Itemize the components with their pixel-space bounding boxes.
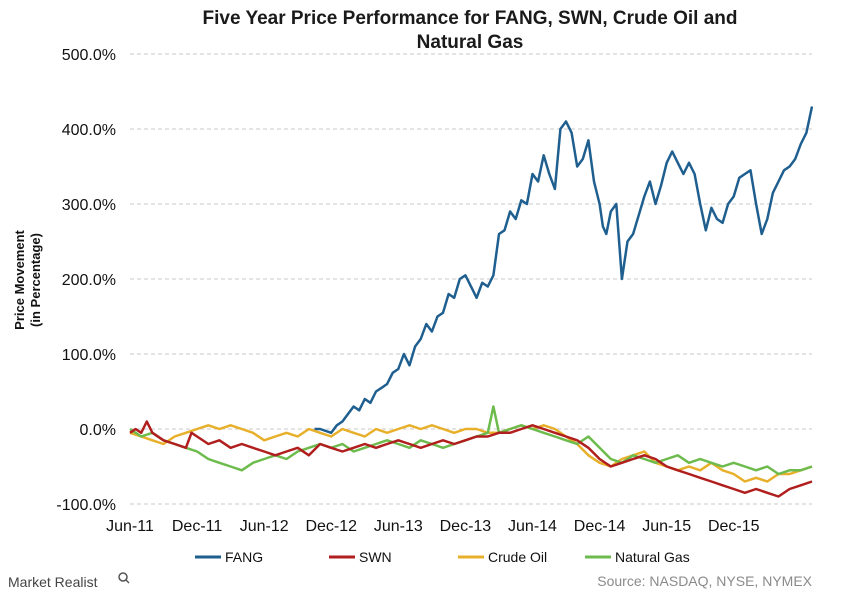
y-tick-label: -100.0% [56, 497, 116, 514]
legend-label: Natural Gas [615, 549, 690, 565]
series-line-swn [129, 420, 813, 498]
x-tick-label: Jun-15 [642, 518, 691, 535]
series-line-crude-oil [129, 424, 813, 483]
y-tick-label: 0.0% [80, 422, 116, 439]
y-tick-label: 300.0% [62, 197, 116, 214]
chart-title-line2: Natural Gas [417, 32, 524, 53]
legend-label: SWN [359, 549, 392, 565]
market-realist-logo: Market Realist [8, 572, 130, 590]
x-axis-ticks: Jun-11 Dec-11 Jun-12 Dec-12 Jun-13 Dec-13 Jun-… [106, 518, 759, 535]
chart-title-line1: Five Year Price Performance for FANG, SW… [203, 8, 738, 29]
y-tick-label: 400.0% [62, 122, 116, 139]
series-lines [129, 106, 814, 498]
y-axis-ticks: -100.0% 0.0% 100.0% 200.0% 300.0% 400.0% 500.0… [56, 47, 116, 514]
magnifier-icon [118, 572, 130, 584]
x-tick-label: Dec-13 [440, 518, 492, 535]
y-tick-label: 200.0% [62, 272, 116, 289]
y-tick-label: 500.0% [62, 47, 116, 64]
source-note: Source: NASDAQ, NYSE, NYMEX [597, 573, 812, 589]
x-tick-label: Jun-11 [106, 518, 154, 535]
x-tick-label: Jun-14 [508, 518, 557, 535]
y-axis-label-line2: (in Percentage) [28, 233, 43, 327]
gridlines [130, 53, 812, 505]
brand-text: Market Realist [8, 574, 98, 590]
y-axis-label-line1: Price Movement [12, 229, 27, 329]
x-tick-label: Jun-13 [374, 518, 423, 535]
series-line-fang [314, 106, 814, 435]
x-tick-label: Dec-12 [305, 518, 357, 535]
legend: FANG SWN Crude Oil Natural Gas [195, 549, 690, 565]
x-tick-label: Jun-12 [240, 518, 289, 535]
legend-label: Crude Oil [488, 549, 547, 565]
x-tick-label: Dec-15 [708, 518, 760, 535]
x-tick-label: Dec-14 [574, 518, 626, 535]
x-tick-label: Dec-11 [172, 518, 222, 535]
y-tick-label: 100.0% [62, 347, 116, 364]
legend-label: FANG [225, 549, 263, 565]
